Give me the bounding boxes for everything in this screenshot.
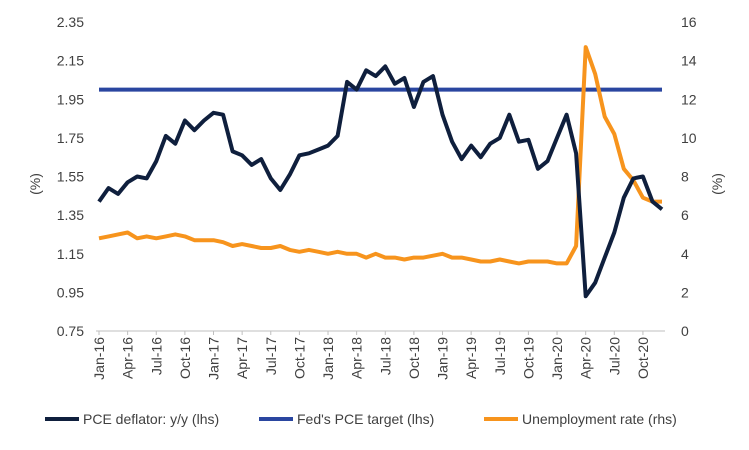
left-axis-title: (%) [27, 173, 43, 195]
left-tick-label: 1.75 [57, 130, 84, 146]
left-tick-label: 0.95 [57, 284, 84, 300]
x-tick-label: Jan-16 [91, 337, 107, 380]
x-tick-label: Jul-19 [492, 337, 508, 375]
left-tick-label: 1.95 [57, 91, 84, 107]
right-tick-label: 4 [681, 246, 689, 262]
legend: PCE deflator: y/y (lhs) Fed's PCE target … [45, 411, 677, 427]
left-axis-ticks: 0.75 0.95 1.15 1.35 1.55 1.75 1.95 2.15 2.35 [57, 14, 84, 339]
legend-label: Unemployment rate (rhs) [522, 411, 677, 427]
left-tick-label: 1.35 [57, 207, 84, 223]
x-tick-label: Apr-17 [234, 337, 250, 379]
x-tick-label: Apr-18 [349, 337, 365, 379]
right-tick-label: 12 [681, 91, 697, 107]
x-tick-label: Oct-16 [177, 337, 193, 379]
x-tick-label: Oct-19 [520, 337, 536, 379]
right-axis-title: (%) [709, 173, 725, 195]
unemployment-rate-line [98, 45, 662, 266]
x-tick-label: Oct-17 [291, 337, 307, 379]
right-tick-label: 10 [681, 130, 697, 146]
right-tick-label: 8 [681, 169, 689, 185]
left-tick-label: 1.15 [57, 246, 84, 262]
x-tick-label: Jan-19 [435, 337, 451, 380]
x-tick-label: Jul-16 [148, 337, 164, 375]
x-tick-label: Oct-20 [635, 337, 651, 379]
left-tick-label: 1.55 [57, 169, 84, 185]
x-tick-label: Apr-19 [463, 337, 479, 379]
left-tick-label: 2.15 [57, 53, 84, 69]
left-tick-label: 2.35 [57, 14, 84, 30]
x-axis-labels: Jan-16 Apr-16 Jul-16 Oct-16 Jan-17 Apr-17 Jul-… [91, 337, 651, 380]
right-tick-label: 16 [681, 14, 697, 30]
legend-label: Fed's PCE target (lhs) [297, 411, 434, 427]
left-tick-label: 0.75 [57, 323, 84, 339]
x-tick-label: Jul-18 [377, 337, 393, 375]
legend-label: PCE deflator: y/y (lhs) [83, 411, 219, 427]
right-tick-label: 2 [681, 284, 689, 300]
right-axis-ticks: 0 2 4 6 8 10 12 14 16 [681, 14, 697, 339]
x-tick-label: Jul-17 [263, 337, 279, 375]
pce-deflator-line [97, 64, 664, 299]
right-tick-label: 6 [681, 207, 689, 223]
x-tick-label: Apr-16 [120, 337, 136, 379]
x-tick-label: Jul-20 [606, 337, 622, 375]
x-tick-label: Jan-18 [320, 337, 336, 380]
x-axis-tick-marks [98, 331, 644, 335]
right-tick-label: 14 [681, 53, 697, 69]
x-tick-label: Apr-20 [578, 337, 594, 379]
right-tick-label: 0 [681, 323, 689, 339]
x-tick-label: Jan-17 [206, 337, 222, 380]
series-lines [97, 45, 664, 299]
x-tick-label: Oct-18 [406, 337, 422, 379]
x-tick-label: Jan-20 [549, 337, 565, 380]
